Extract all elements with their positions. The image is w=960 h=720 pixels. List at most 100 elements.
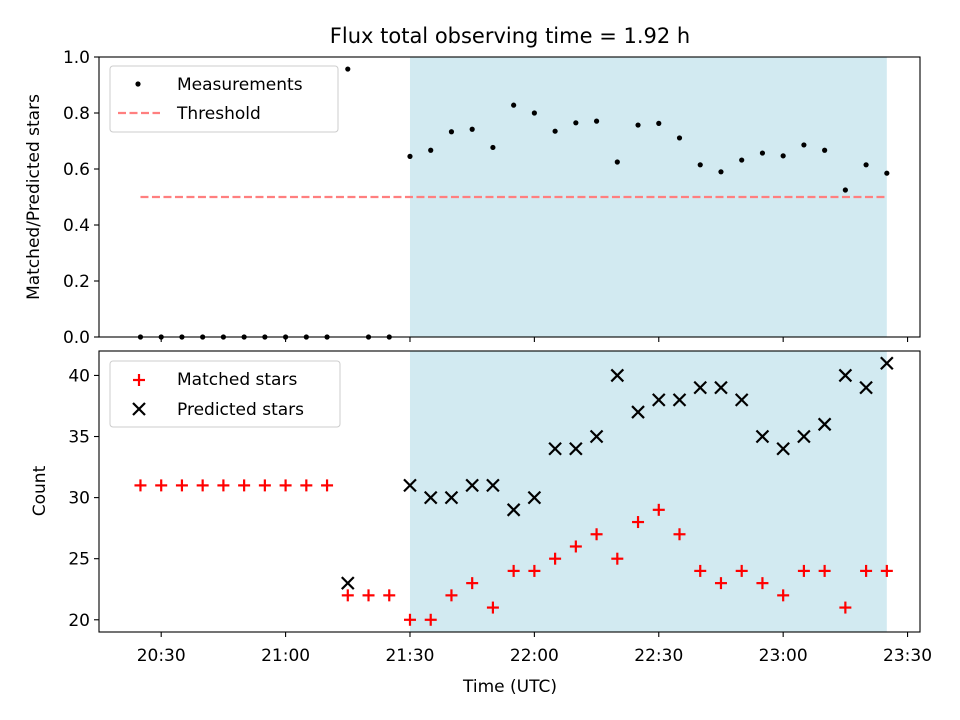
predicted-star-point [341, 576, 355, 590]
predicted-star-point [838, 368, 853, 383]
top-y-tick-label: 0.4 [63, 216, 90, 236]
predicted-star-point [817, 417, 832, 432]
measurement-point [407, 153, 413, 159]
legend-measurements-marker [135, 81, 141, 87]
predicted-star-point [506, 503, 521, 517]
legend-measurements-label: Measurements [177, 75, 303, 95]
matched-star-point [258, 479, 271, 492]
matched-star-point [175, 479, 188, 492]
measurement-point [511, 102, 517, 108]
matched-star-point [714, 577, 727, 590]
figure-title: Flux total observing time = 1.92 h [330, 24, 690, 48]
x-axis-label: Time (UTC) [462, 677, 557, 697]
bottom-y-tick-label: 40 [68, 366, 90, 386]
top-panel: 0.0 0.2 0.4 0.6 0.8 1.0 Matched/Predicted sta… [24, 48, 921, 348]
measurement-point [759, 150, 766, 156]
matched-star-point [549, 552, 562, 565]
matched-star-point [694, 564, 707, 577]
predicted-star-point [651, 393, 666, 407]
predicted-star-point [527, 490, 542, 505]
matched-star-point [797, 564, 810, 577]
matched-star-point [196, 479, 209, 492]
measurement-point [842, 187, 848, 193]
predicted-star-point [444, 490, 459, 505]
x-tick-label: 20:30 [137, 646, 186, 666]
matched-star-point [155, 479, 168, 492]
matched-star-point [321, 479, 334, 492]
measurement-point [573, 120, 579, 126]
matched-star-point [486, 601, 499, 614]
bottom-axis-frame [98, 350, 921, 633]
x-tick-label: 21:00 [261, 646, 310, 666]
predicted-star-point [548, 441, 562, 456]
bottom-ticks: 20 25 30 35 40 20:30 21:00 21:30 22:00 22:30 23:00… [68, 366, 932, 666]
measurement-point [884, 170, 890, 176]
x-tick-label: 22:30 [634, 646, 683, 666]
legend-predicted-label: Predicted stars [177, 400, 304, 420]
bottom-legend-box [109, 360, 341, 428]
predicted-star-point [797, 429, 811, 444]
matched-star-point [300, 479, 313, 492]
matched-star-point [590, 528, 603, 541]
measurement-point [593, 118, 600, 124]
measurement-point [345, 66, 351, 72]
x-tick-label: 22:00 [510, 646, 559, 666]
predicted-star-point [403, 478, 417, 493]
bottom-y-axis-label: Count [30, 465, 50, 516]
bottom-y-tick-label: 35 [68, 428, 90, 448]
matched-star-point [238, 479, 251, 492]
predicted-star-point [465, 478, 479, 493]
matched-star-point [735, 564, 748, 577]
predicted-star-point [880, 356, 894, 370]
predicted-star-point [423, 490, 438, 505]
matched-star-point [445, 589, 458, 602]
matched-star-point [611, 552, 624, 565]
x-tick-label: 23:00 [759, 646, 808, 666]
bottom-legend: Matched stars Predicted stars [109, 360, 341, 428]
legend-matched-label: Matched stars [177, 370, 297, 390]
top-legend-box [109, 65, 339, 133]
matched-star-point [507, 564, 520, 577]
measurement-point [863, 162, 869, 168]
matched-star-point [279, 479, 292, 492]
predicted-star-point [631, 405, 645, 419]
bottom-panel: 20 25 30 35 40 20:30 21:00 21:30 22:00 22:30 23:00… [30, 350, 932, 697]
measurement-point [490, 144, 496, 151]
measurement-point [469, 126, 475, 132]
measurement-point [552, 128, 558, 134]
matched-star-point [839, 601, 852, 614]
bottom-axes-box [98, 350, 921, 633]
matched-star-point [632, 516, 645, 529]
predicted-star-point [486, 478, 500, 493]
matched-star-point [818, 564, 831, 577]
measurement-point [801, 142, 807, 148]
matched-star-point [134, 479, 147, 492]
measurement-point [822, 147, 828, 153]
matched-star-point [777, 589, 790, 602]
measurement-point [635, 122, 641, 128]
measurement-point [656, 120, 662, 126]
measurement-point [676, 135, 683, 141]
matched-star-point [528, 564, 541, 577]
bottom-shaded-span [409, 351, 887, 632]
matched-star-point [860, 564, 873, 577]
bottom-y-tick-label: 30 [68, 489, 90, 509]
bottom-y-tick-label: 20 [68, 611, 90, 631]
top-y-tick-label: 1.0 [63, 48, 90, 68]
measurement-point [739, 157, 745, 163]
matched-star-point [403, 613, 416, 626]
predicted-star-point [610, 368, 625, 383]
top-y-tick-label: 0.6 [63, 160, 90, 180]
top-axes-box [98, 56, 921, 338]
legend-predicted-marker [132, 402, 146, 416]
bottom-y-tick-label: 25 [68, 550, 90, 570]
legend-matched-marker [133, 374, 145, 386]
measurement-point [448, 129, 455, 135]
measurement-point [718, 169, 724, 175]
predicted-star-point [714, 380, 728, 395]
top-y-axis-label: Matched/Predicted stars [24, 94, 44, 300]
top-y-tick-label: 0.8 [63, 104, 90, 124]
predicted-star-point [693, 380, 708, 395]
matched-star-point [569, 540, 582, 553]
